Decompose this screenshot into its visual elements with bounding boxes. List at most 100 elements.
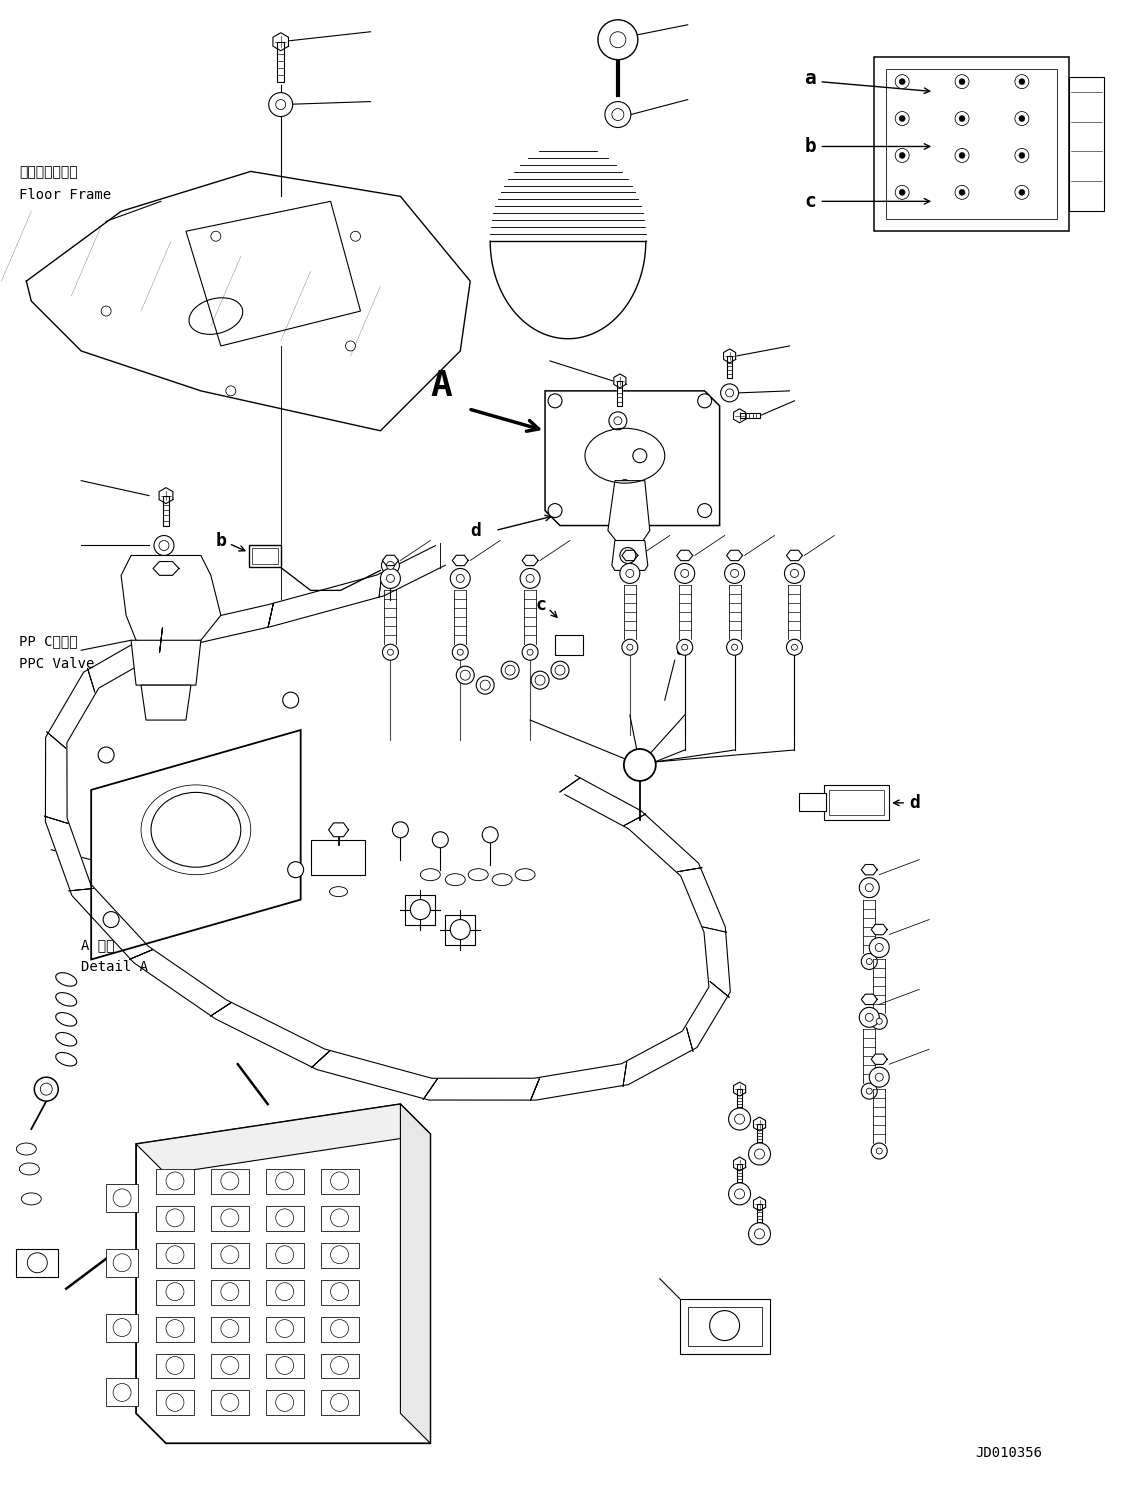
Ellipse shape (56, 1032, 77, 1046)
Circle shape (380, 568, 401, 588)
Circle shape (480, 680, 490, 691)
Text: b: b (805, 137, 816, 157)
Polygon shape (1069, 76, 1103, 212)
Circle shape (865, 1013, 873, 1022)
Ellipse shape (515, 868, 535, 880)
Bar (16, 1249, 58, 1277)
Polygon shape (872, 925, 888, 934)
Polygon shape (26, 172, 470, 431)
Circle shape (114, 1253, 131, 1271)
Polygon shape (861, 864, 877, 874)
Circle shape (875, 1073, 883, 1082)
Polygon shape (614, 374, 625, 388)
Text: d: d (909, 794, 920, 812)
Polygon shape (676, 551, 692, 561)
Circle shape (477, 676, 494, 694)
Circle shape (899, 79, 906, 85)
Polygon shape (272, 33, 288, 51)
Circle shape (287, 862, 304, 877)
Circle shape (955, 185, 969, 200)
Circle shape (221, 1209, 238, 1226)
Circle shape (114, 1383, 131, 1401)
Circle shape (283, 692, 299, 709)
Bar (211, 1168, 249, 1194)
Circle shape (166, 1171, 184, 1191)
Text: c: c (805, 192, 816, 210)
Bar (320, 1391, 359, 1416)
Bar (155, 1391, 194, 1416)
Circle shape (221, 1319, 238, 1337)
Polygon shape (754, 1197, 766, 1212)
Circle shape (698, 504, 712, 518)
Circle shape (381, 557, 400, 574)
Polygon shape (91, 730, 301, 959)
Circle shape (955, 75, 969, 88)
Circle shape (276, 1171, 294, 1191)
Bar (155, 1280, 194, 1304)
Circle shape (959, 189, 965, 195)
Circle shape (520, 568, 540, 588)
Circle shape (875, 943, 883, 952)
Ellipse shape (56, 1052, 77, 1065)
Circle shape (1019, 189, 1025, 195)
Polygon shape (733, 1156, 746, 1171)
Circle shape (1015, 75, 1028, 88)
Bar (107, 1249, 138, 1277)
Bar (155, 1206, 194, 1231)
Circle shape (1015, 112, 1028, 125)
Circle shape (620, 548, 636, 564)
Circle shape (502, 661, 519, 679)
Bar (155, 1243, 194, 1268)
Bar (824, 785, 889, 819)
Bar (211, 1391, 249, 1416)
Circle shape (724, 564, 745, 583)
Circle shape (276, 100, 286, 109)
Circle shape (624, 749, 656, 780)
Bar (830, 789, 884, 815)
Circle shape (899, 115, 906, 121)
Circle shape (276, 1209, 294, 1226)
Circle shape (725, 389, 733, 397)
Circle shape (959, 152, 965, 158)
Polygon shape (622, 551, 638, 561)
Circle shape (393, 822, 409, 839)
Polygon shape (522, 555, 538, 565)
Bar (320, 1280, 359, 1304)
Circle shape (698, 394, 712, 407)
Circle shape (166, 1246, 184, 1264)
Circle shape (896, 75, 909, 88)
Circle shape (734, 1189, 745, 1200)
Circle shape (955, 112, 969, 125)
Bar (107, 1313, 138, 1341)
Polygon shape (733, 409, 746, 422)
Circle shape (625, 570, 633, 577)
Circle shape (451, 568, 470, 588)
Circle shape (452, 645, 469, 661)
Bar (266, 1353, 304, 1379)
Bar (799, 792, 826, 810)
Bar (320, 1316, 359, 1341)
Circle shape (166, 1209, 184, 1226)
Bar (107, 1185, 138, 1212)
Circle shape (619, 479, 631, 492)
Circle shape (330, 1394, 348, 1411)
Polygon shape (121, 555, 221, 645)
Circle shape (872, 1013, 888, 1029)
Circle shape (531, 671, 549, 689)
Circle shape (732, 645, 738, 651)
Polygon shape (277, 42, 284, 82)
Polygon shape (136, 1104, 430, 1443)
Circle shape (866, 1088, 873, 1094)
Circle shape (1015, 149, 1028, 163)
Circle shape (276, 1319, 294, 1337)
Bar (249, 546, 280, 567)
Bar (874, 57, 1069, 231)
Circle shape (734, 1115, 745, 1123)
Bar (266, 1316, 304, 1341)
Circle shape (456, 667, 474, 685)
Circle shape (221, 1283, 238, 1301)
Circle shape (608, 412, 627, 430)
Circle shape (627, 645, 633, 651)
Circle shape (612, 109, 624, 121)
Circle shape (899, 189, 906, 195)
